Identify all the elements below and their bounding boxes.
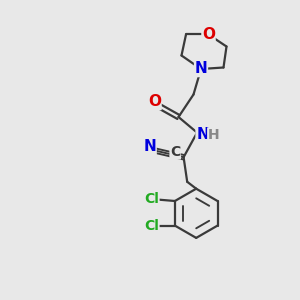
Text: O: O — [202, 27, 215, 42]
Text: N: N — [196, 128, 209, 142]
Text: N: N — [143, 140, 156, 154]
Text: C: C — [170, 145, 180, 159]
Text: N: N — [195, 61, 207, 76]
Text: O: O — [148, 94, 161, 110]
Text: H: H — [208, 128, 219, 142]
Text: Cl: Cl — [144, 193, 159, 206]
Text: Cl: Cl — [144, 219, 159, 232]
